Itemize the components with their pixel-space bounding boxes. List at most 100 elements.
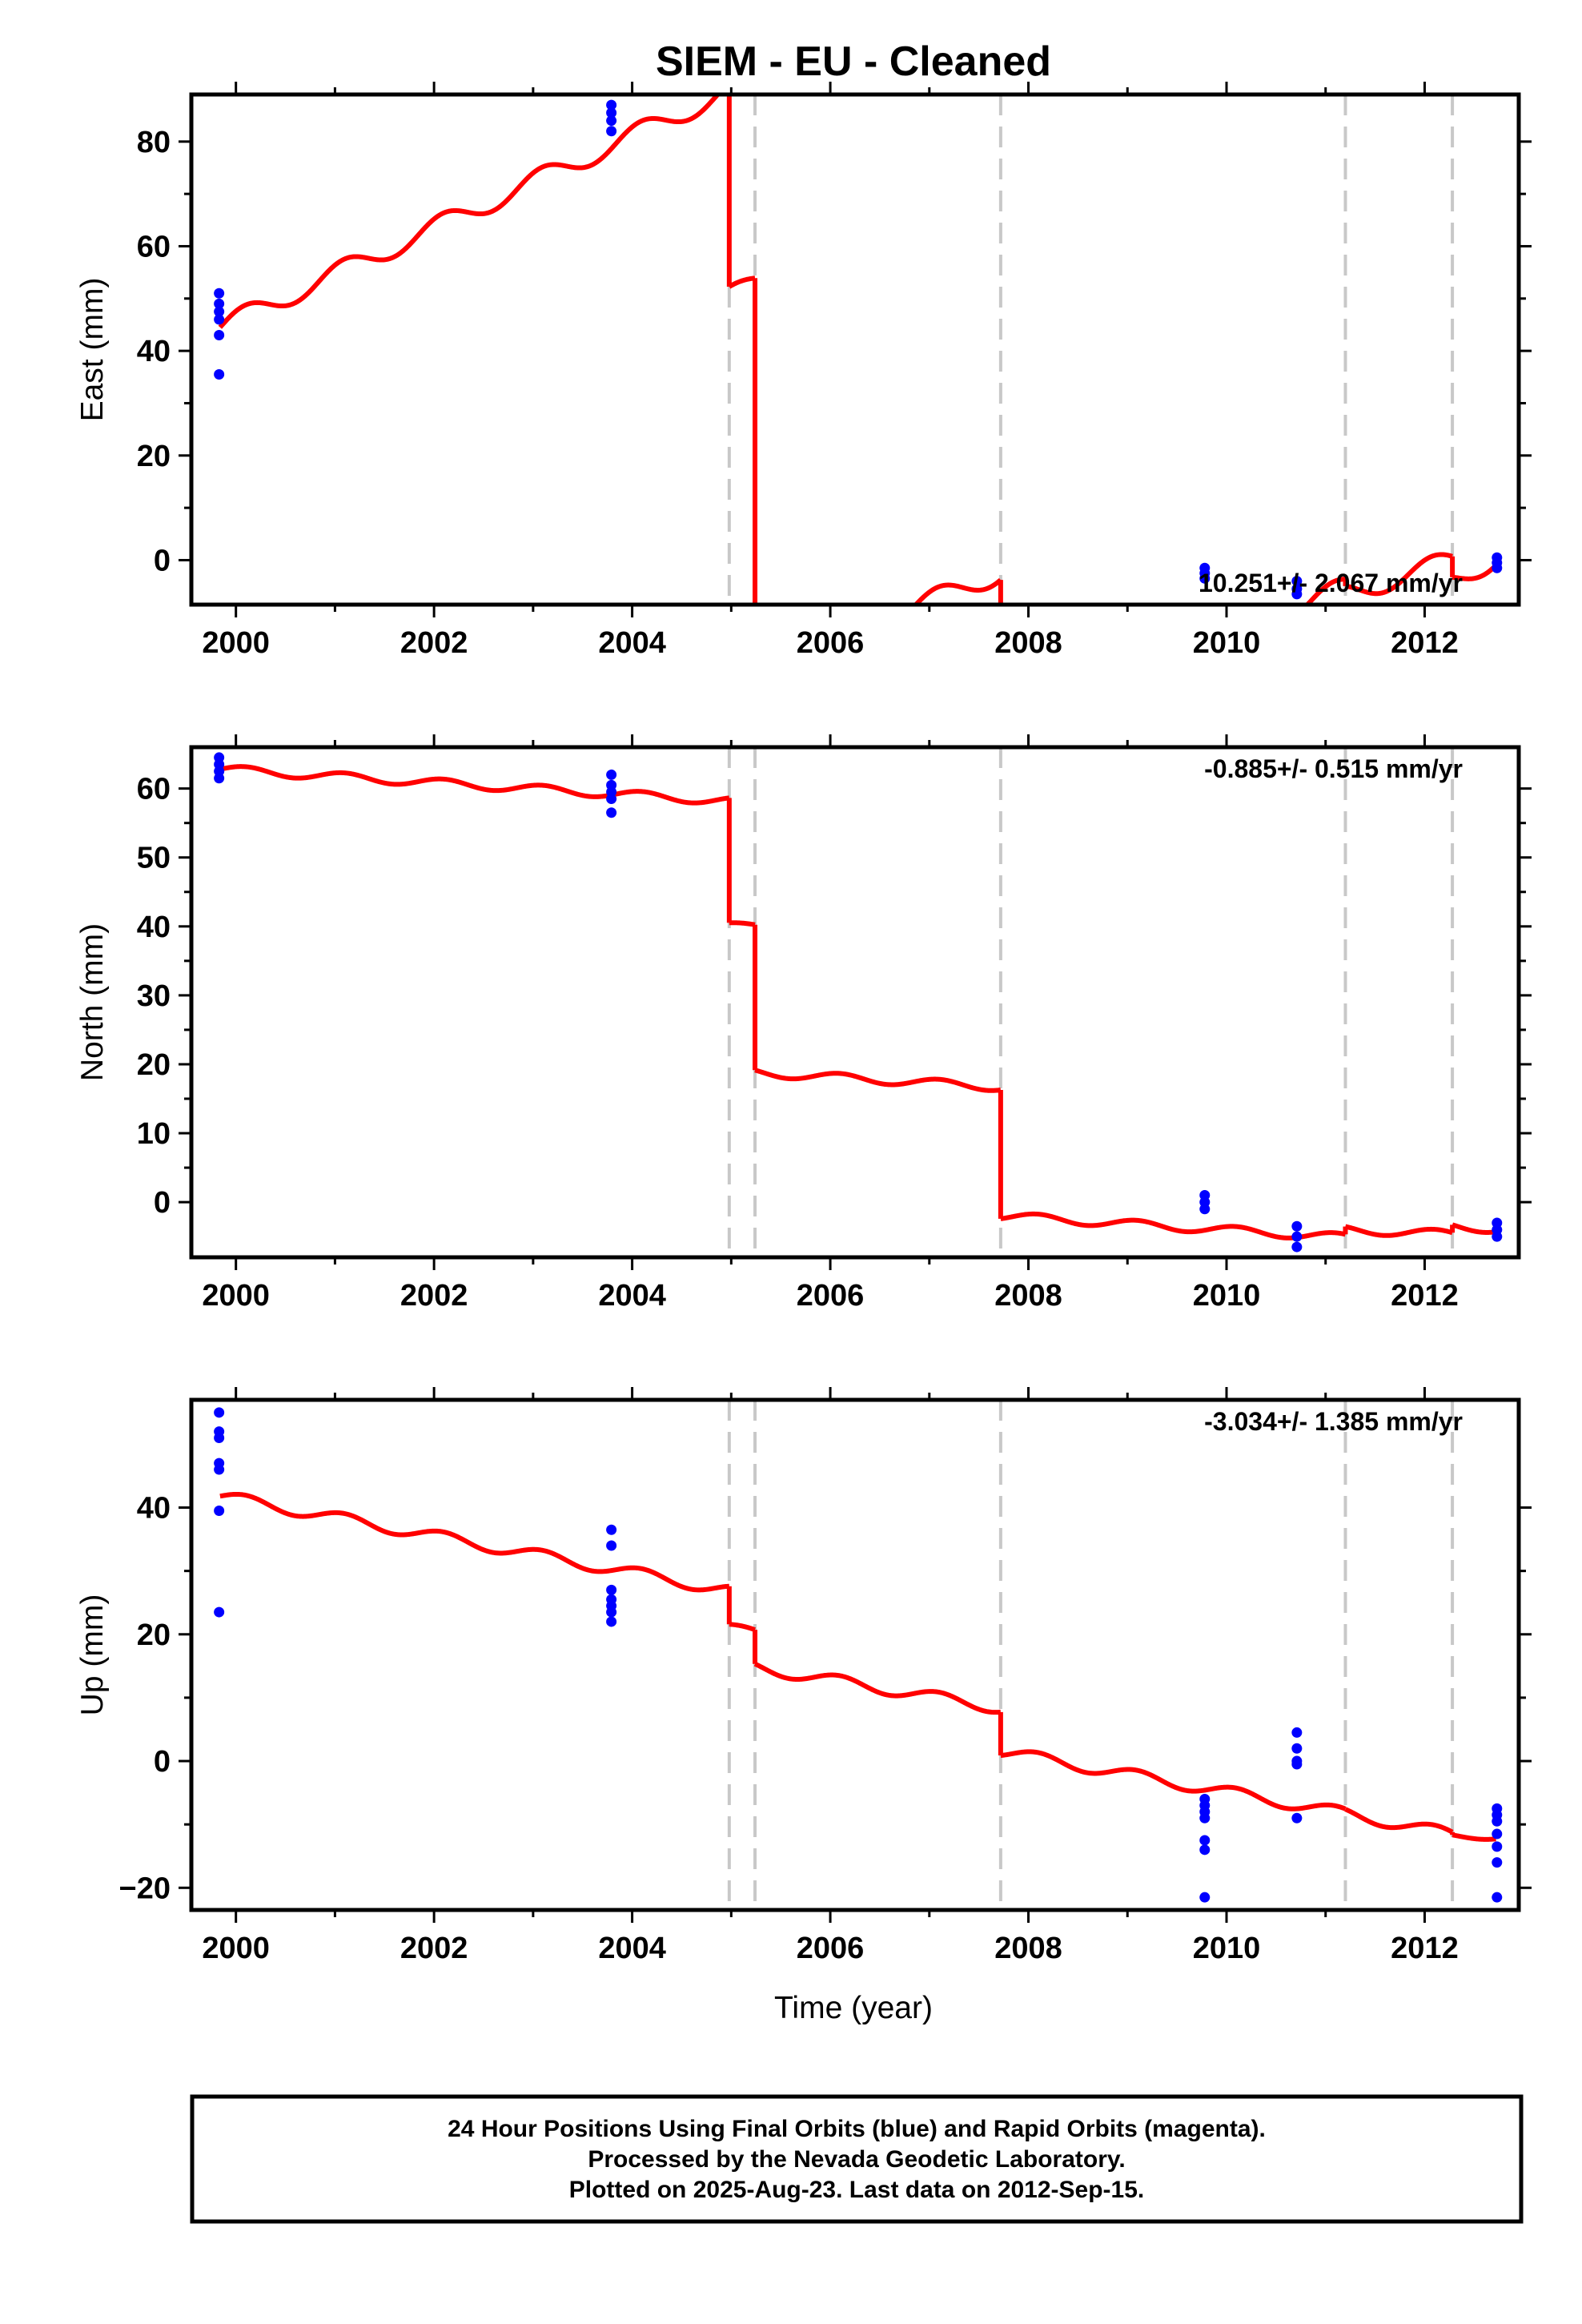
x-axis-label: Time (year) [774, 1991, 933, 2025]
up-data-point-18 [1199, 1835, 1211, 1846]
east-rate-label: 10.251+/- 2.067 mm/yr [1199, 569, 1463, 597]
footer-line-2: Processed by the Nevada Geodetic Laborat… [588, 2146, 1125, 2173]
up-model-segment-1 [727, 1622, 757, 1632]
up-data-point-0 [214, 1407, 225, 1418]
up-data-point-19 [1199, 1844, 1211, 1856]
east-xtick-label-2000: 2000 [202, 626, 270, 660]
east-model-segment-1 [727, 275, 757, 289]
up-ytick-label-0: 0 [154, 1745, 171, 1779]
east-data-point-18 [1492, 562, 1503, 573]
up-xtick-label-2012: 2012 [1391, 1932, 1459, 1965]
east-xtick-label-2008: 2008 [994, 626, 1062, 660]
north-xtick-label-2006: 2006 [797, 1279, 865, 1313]
figure-title: SIEM - EU - Cleaned [656, 38, 1051, 85]
east-xtick-label-2010: 2010 [1193, 626, 1261, 660]
east-plot-area [214, 94, 1503, 605]
north-ytick-label-20: 20 [137, 1048, 171, 1082]
up-frame [189, 1397, 1521, 1912]
east-frame [189, 92, 1521, 607]
east-model-segment-5 [1451, 563, 1498, 581]
north-data-point-12 [1291, 1220, 1303, 1232]
north-ytick-label-10: 10 [137, 1117, 171, 1151]
east-data-point-5 [214, 369, 225, 380]
east-ytick-label-0: 0 [154, 544, 171, 577]
up-xtick-label-2004: 2004 [598, 1932, 666, 1965]
east-y-axis-label: East (mm) [75, 278, 110, 422]
north-xtick-label-2004: 2004 [598, 1279, 666, 1313]
north-xtick-label-2012: 2012 [1391, 1279, 1459, 1313]
north-frame [189, 745, 1521, 1260]
up-xtick-label-2006: 2006 [797, 1932, 865, 1965]
up-data-point-28 [1492, 1815, 1503, 1827]
north-model-segment-5 [1451, 1222, 1498, 1235]
up-data-point-25 [1291, 1812, 1303, 1823]
north-model-segment-1 [727, 920, 757, 927]
north-data-point-14 [1291, 1241, 1303, 1252]
east-data-point-7 [606, 107, 617, 119]
up-data-point-7 [606, 1524, 617, 1535]
north-data-point-13 [1291, 1231, 1303, 1242]
east-data-point-0 [214, 287, 225, 299]
up-xtick-label-2010: 2010 [1193, 1932, 1261, 1965]
up-data-point-29 [1492, 1828, 1503, 1839]
east-data-point-2 [214, 306, 225, 317]
up-data-point-32 [1492, 1892, 1503, 1903]
up-data-point-2 [214, 1432, 225, 1443]
up-ytick-label-40: 40 [137, 1492, 171, 1526]
footer-frame [190, 2094, 1524, 2224]
north-plot-area [214, 747, 1503, 1257]
up-data-point-31 [1492, 1857, 1503, 1868]
up-data-point-30 [1492, 1841, 1503, 1852]
up-model-segment-5 [1451, 1832, 1498, 1842]
up-data-point-6 [214, 1606, 225, 1618]
north-data-point-4 [606, 769, 617, 780]
north-xtick-label-2002: 2002 [400, 1279, 468, 1313]
east-ytick-label-60: 60 [137, 230, 171, 263]
north-ytick-label-60: 60 [137, 773, 171, 806]
up-xtick-label-2008: 2008 [994, 1932, 1062, 1965]
north-panel: 2000 2002 2004 2006 2008 2010 2012 0 10 20 30 40 50 6… [75, 734, 1532, 1313]
north-ytick-label-30: 30 [137, 979, 171, 1013]
north-model-segment-4 [1343, 1224, 1455, 1238]
up-model-segment-0 [218, 1491, 731, 1593]
east-data-point-1 [214, 298, 225, 309]
north-xtick-label-2008: 2008 [994, 1279, 1062, 1313]
east-data-point-15 [1291, 589, 1303, 600]
north-data-point-11 [1199, 1204, 1211, 1215]
east-data-point-12 [1199, 573, 1211, 584]
north-model-segment-0 [218, 764, 731, 806]
east-model-segment-0 [218, 94, 721, 329]
up-rate-label: -3.034+/- 1.385 mm/yr [1204, 1407, 1463, 1436]
up-xtick-label-2002: 2002 [400, 1932, 468, 1965]
east-panel: 2000 2002 2004 2006 2008 2010 2012 0 20 40 60 80 Eas… [75, 82, 1532, 660]
up-ytick-label--20: −20 [119, 1872, 171, 1905]
up-data-point-12 [606, 1606, 617, 1618]
up-model-segment-2 [753, 1662, 1002, 1715]
north-y-axis-label: North (mm) [75, 923, 110, 1081]
east-data-point-4 [214, 330, 225, 341]
east-data-point-3 [214, 314, 225, 325]
up-data-point-20 [1199, 1892, 1211, 1903]
plots-group: 2000 2002 2004 2006 2008 2010 2012020406080Eas… [75, 82, 1532, 1965]
up-data-point-17 [1199, 1812, 1211, 1823]
up-y-axis-label: Up (mm) [75, 1594, 110, 1716]
north-model-segment-3 [998, 1211, 1347, 1240]
east-xtick-label-2002: 2002 [400, 626, 468, 660]
up-model-segment-3 [998, 1749, 1347, 1811]
east-data-point-13 [1291, 576, 1303, 587]
up-model-segment-4 [1343, 1807, 1455, 1835]
up-data-point-8 [606, 1540, 617, 1551]
east-model-segment-2 [912, 577, 1002, 605]
north-xtick-label-2010: 2010 [1193, 1279, 1261, 1313]
up-xtick-label-2000: 2000 [202, 1932, 270, 1965]
up-data-point-22 [1291, 1743, 1303, 1754]
east-xtick-label-2004: 2004 [598, 626, 666, 660]
north-xtick-label-2000: 2000 [202, 1279, 270, 1313]
north-ytick-label-0: 0 [154, 1186, 171, 1220]
east-ytick-label-80: 80 [137, 126, 171, 159]
north-data-point-17 [1492, 1231, 1503, 1242]
east-xtick-label-2012: 2012 [1391, 626, 1459, 660]
north-data-point-7 [606, 794, 617, 805]
east-xtick-label-2006: 2006 [797, 626, 865, 660]
up-ytick-label-20: 20 [137, 1618, 171, 1652]
